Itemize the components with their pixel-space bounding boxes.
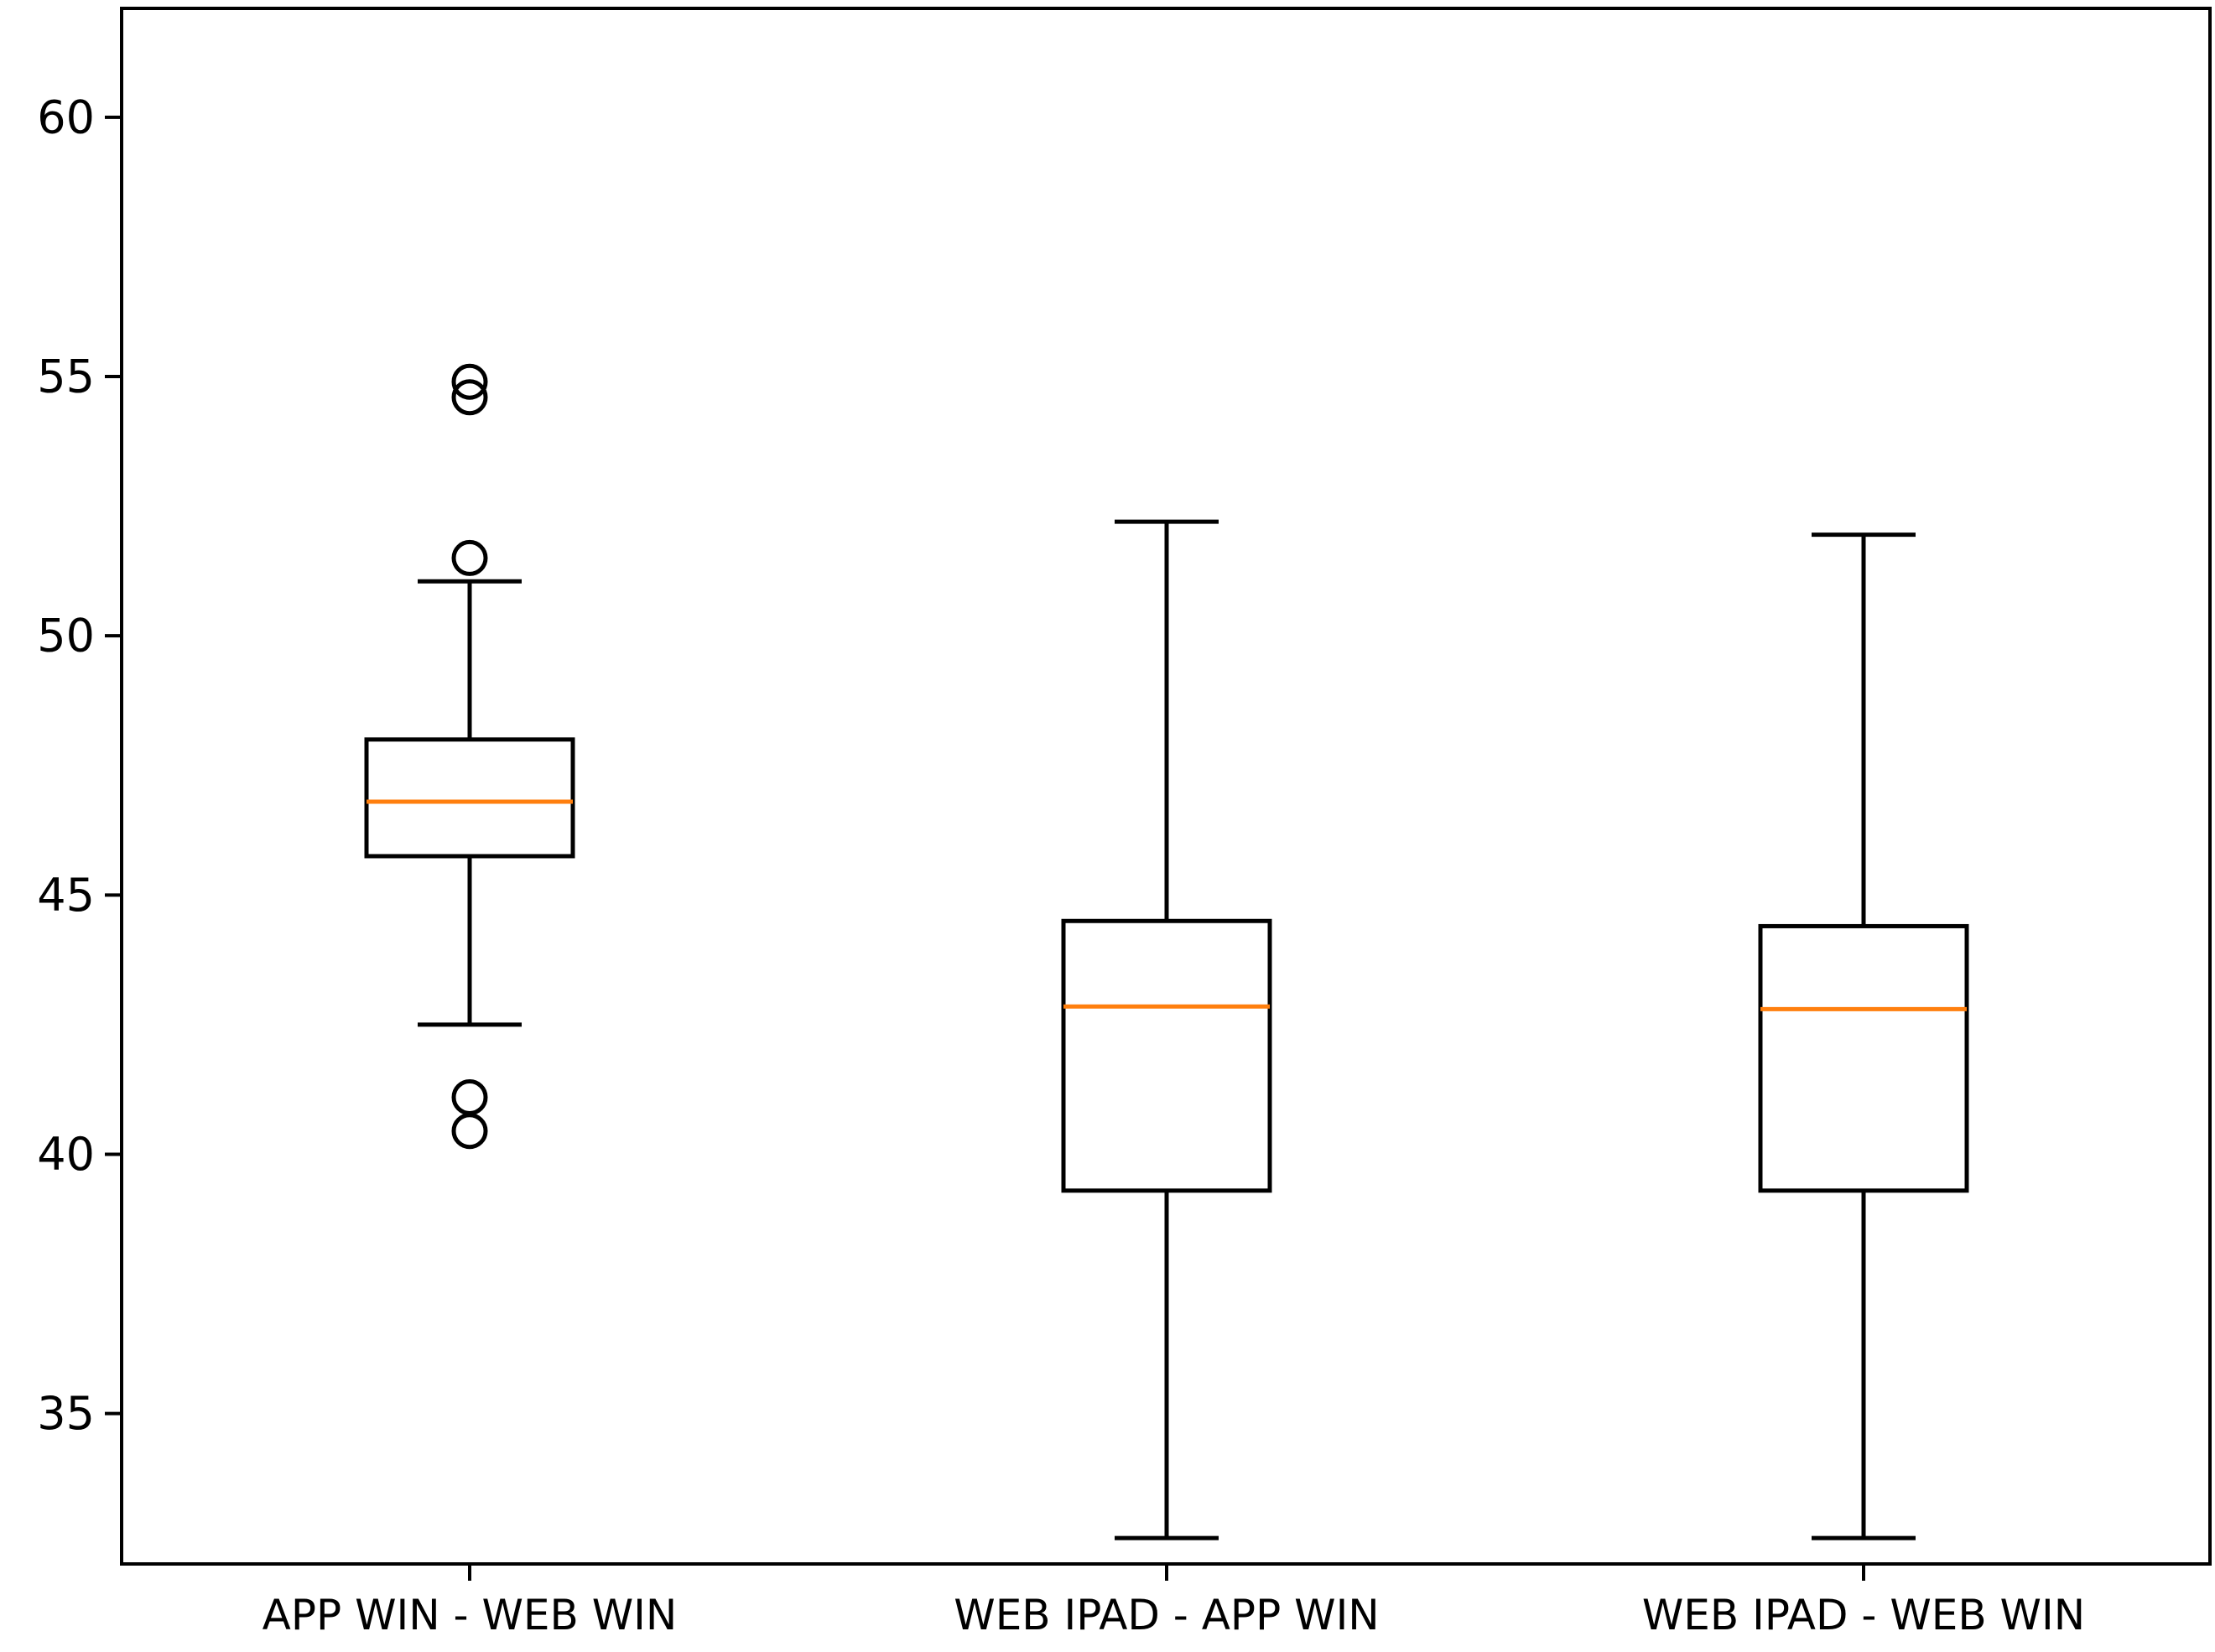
box-group <box>1061 519 1272 1540</box>
iqr-box <box>1758 923 1969 1193</box>
x-axis: APP WIN - WEB WIN WEB IPAD - APP WIN WEB I… <box>263 1564 2085 1639</box>
outlier-point <box>451 363 488 400</box>
y-tick-label: 60 <box>37 91 95 143</box>
y-axis: 35 40 45 50 55 60 <box>37 91 122 1440</box>
y-tick-label: 40 <box>37 1128 95 1181</box>
iqr-box <box>1061 918 1272 1193</box>
box-group <box>1758 532 1969 1540</box>
iqr-box <box>364 737 575 859</box>
y-tick-label: 50 <box>37 610 95 662</box>
outlier-point <box>451 539 488 576</box>
outlier-point <box>451 1079 488 1115</box>
y-tick-label: 55 <box>37 351 95 403</box>
x-tick-label: APP WIN - WEB WIN <box>263 1591 678 1639</box>
y-tick-label: 35 <box>37 1387 95 1440</box>
x-tick-label: WEB IPAD - WEB WIN <box>1642 1591 2085 1639</box>
y-tick-label: 45 <box>37 869 95 922</box>
box-series <box>364 363 1969 1540</box>
x-tick-label: WEB IPAD - APP WIN <box>954 1591 1379 1639</box>
outlier-point <box>451 1113 488 1150</box>
outlier-point <box>451 379 488 416</box>
box-group <box>364 363 575 1150</box>
